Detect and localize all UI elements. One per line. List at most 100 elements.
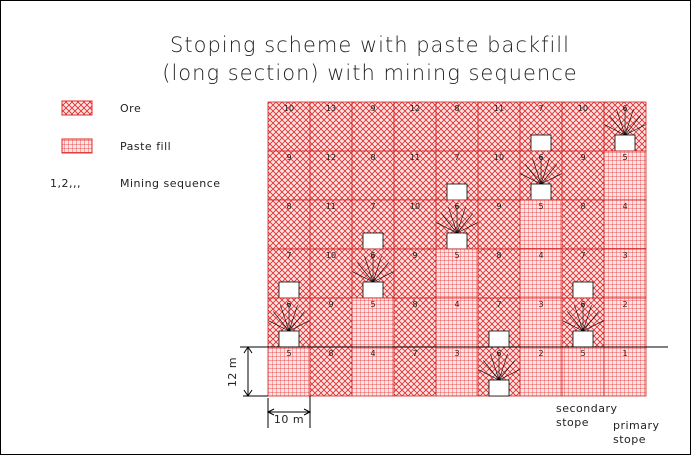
- secondary-label: secondary stope: [556, 402, 618, 429]
- sequence-number: 5: [622, 153, 627, 162]
- sequence-number: 8: [580, 202, 585, 211]
- sequence-number: 5: [538, 202, 543, 211]
- dim-height: [243, 346, 268, 397]
- blast-fan: [490, 354, 500, 381]
- drawpoint: [572, 281, 594, 299]
- sequence-number: 10: [578, 104, 588, 113]
- blast-fan: [357, 262, 374, 283]
- drawpoint: [488, 379, 510, 397]
- blast-fan: [609, 115, 626, 136]
- sequence-number: 7: [454, 153, 459, 162]
- blast-fan: [567, 311, 584, 332]
- stope-cell: [309, 199, 353, 250]
- blast-fan: [582, 311, 599, 332]
- sequence-number: 3: [454, 349, 459, 358]
- blast-fan: [280, 305, 290, 332]
- stope-cell: [603, 297, 647, 348]
- drawpoint: [488, 330, 510, 348]
- sequence-number: 5: [580, 349, 585, 358]
- drawpoint: [446, 183, 468, 201]
- sequence-number: 11: [326, 202, 336, 211]
- stope-cell: [477, 101, 521, 152]
- sequence-number: 2: [538, 349, 543, 358]
- sequence-number: 7: [412, 349, 417, 358]
- stope-cell: [393, 346, 437, 397]
- blast-fan: [273, 311, 290, 332]
- sequence-number: 7: [286, 251, 291, 260]
- stope-cell: [267, 346, 311, 397]
- stope-cell: [267, 150, 311, 201]
- blast-fan: [540, 164, 557, 185]
- legend-label: Mining sequence: [120, 177, 221, 190]
- sequence-number: 5: [454, 251, 459, 260]
- title: (long section) with mining sequence: [162, 61, 577, 85]
- drawpoint: [530, 183, 552, 201]
- sequence-number: 9: [580, 153, 585, 162]
- stope-cell: [351, 150, 395, 201]
- stope-cell: [603, 150, 647, 201]
- blast-fan: [268, 320, 290, 332]
- sequence-number: 8: [328, 349, 333, 358]
- blast-fan: [288, 320, 310, 332]
- blast-fan: [372, 271, 394, 283]
- sequence-number: 8: [412, 300, 417, 309]
- blast-fan: [562, 320, 584, 332]
- sequence-number: 9: [286, 153, 291, 162]
- blast-fan: [540, 158, 550, 185]
- blast-fan: [483, 360, 500, 381]
- legend-label: Ore: [120, 102, 141, 115]
- stope-cell: [393, 297, 437, 348]
- dim-label: 12 m: [226, 357, 239, 387]
- blast-fan: [456, 213, 473, 234]
- drawpoint: [572, 330, 594, 348]
- dim-width: [266, 396, 312, 428]
- blast-fan: [441, 213, 458, 234]
- blast-fan: [448, 207, 458, 234]
- stope-cell: [351, 346, 395, 397]
- stope-cell: [603, 199, 647, 250]
- sequence-number: 9: [412, 251, 417, 260]
- sequence-number: 4: [370, 349, 375, 358]
- blast-fan: [582, 320, 604, 332]
- sequence-number: 10: [284, 104, 294, 113]
- blast-fan: [498, 369, 520, 381]
- sequence-number: 7: [538, 104, 543, 113]
- stope-cell: [309, 346, 353, 397]
- drawpoint: [278, 330, 300, 348]
- sequence-number: 2: [622, 300, 627, 309]
- stope-cell: [351, 297, 395, 348]
- blast-fan: [624, 115, 641, 136]
- sequence-number: 11: [410, 153, 420, 162]
- blast-fan: [624, 109, 634, 136]
- stope-cell: [267, 199, 311, 250]
- sequence-number: 8: [496, 251, 501, 260]
- primary-label: primary stope: [613, 419, 660, 446]
- sequence-number: 9: [370, 104, 375, 113]
- sequence-number: 11: [494, 104, 504, 113]
- stope-cell: [309, 248, 353, 299]
- sequence-number: 4: [454, 300, 459, 309]
- sequence-number: 10: [494, 153, 504, 162]
- sequence-number: 12: [410, 104, 420, 113]
- sequence-number: 10: [326, 251, 336, 260]
- frame: [0, 0, 691, 455]
- blast-fan: [582, 305, 592, 332]
- blast-fan: [498, 354, 508, 381]
- stope-cell: [477, 199, 521, 250]
- title: Stoping scheme with paste backfill: [170, 33, 570, 57]
- legend-ore: [61, 100, 93, 116]
- blast-fan: [520, 173, 542, 185]
- blast-fan: [540, 173, 562, 185]
- blast-fan: [498, 360, 515, 381]
- sequence-number: 5: [286, 349, 291, 358]
- sequence-number: 13: [326, 104, 336, 113]
- stope-cell: [603, 346, 647, 397]
- sequence-number: 4: [622, 202, 627, 211]
- stope-cell: [561, 199, 605, 250]
- blast-fan: [288, 311, 305, 332]
- stope-cell: [435, 346, 479, 397]
- blast-fan: [574, 305, 584, 332]
- drawpoint: [530, 134, 552, 152]
- stope-cell: [477, 248, 521, 299]
